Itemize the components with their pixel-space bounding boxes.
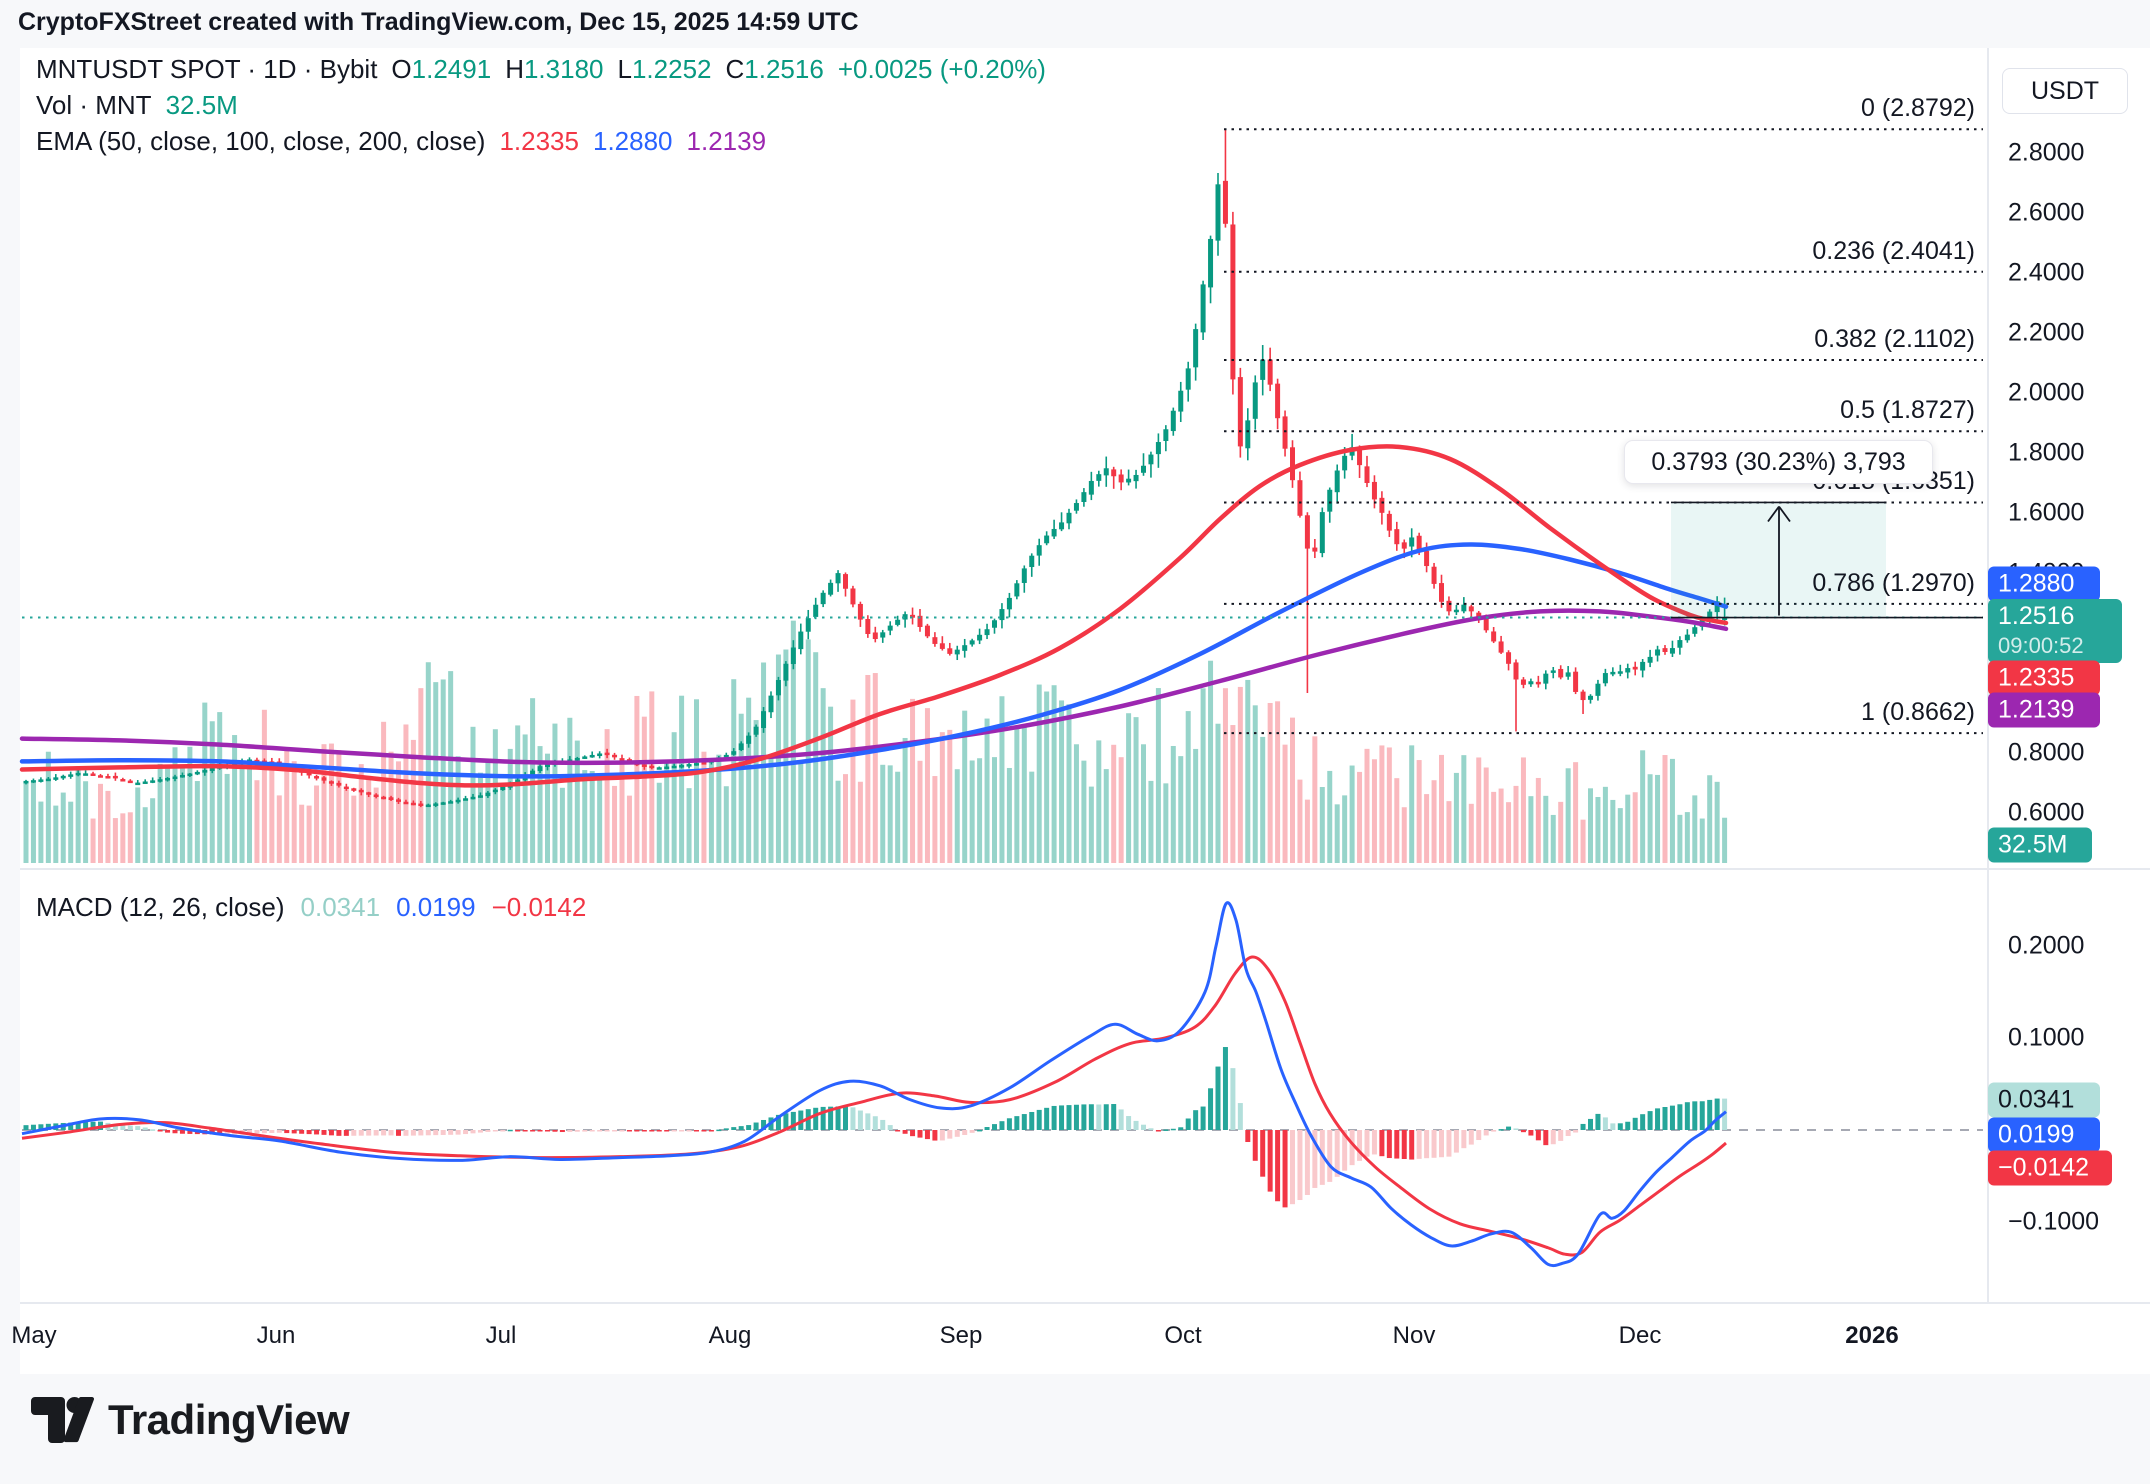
time-axis-label-Oct: Oct <box>1164 1322 1202 1349</box>
legend-row-ema: EMA (50, close, 100, close, 200, close) … <box>36 128 1046 155</box>
fib-label-0.786: 0.786 (1.2970) <box>1812 568 1975 597</box>
legend-row-symbol: MNTUSDT SPOT · 1D · Bybit O1.2491 H1.318… <box>36 56 1046 83</box>
price-scale-label: 1.2516 09:00:52 <box>1988 599 2122 663</box>
volume-label: Vol · MNT <box>36 90 152 120</box>
fib-label-1: 1 (0.8662) <box>1861 698 1975 727</box>
legend-row-volume: Vol · MNT 32.5M <box>36 92 1046 119</box>
low-value: L1.2252 <box>617 54 712 84</box>
time-axis-label-2026: 2026 <box>1845 1322 1899 1349</box>
time-axis-label-Dec: Dec <box>1618 1322 1662 1349</box>
fib-extension-tooltip: 0.3793 (30.23%) 3,793 <box>1624 440 1933 484</box>
time-axis-label-May: May <box>11 1322 57 1349</box>
axis-tick: 0.1000 <box>2008 1023 2085 1052</box>
axis-tick: 0.2000 <box>2008 931 2085 960</box>
macd-hist-value: 0.0341 <box>300 892 381 922</box>
volume-value: 32.5M <box>165 90 238 120</box>
tradingview-logo-icon <box>31 1397 94 1443</box>
high-value: H1.3180 <box>505 54 604 84</box>
axis-tick: 2.2000 <box>2008 318 2085 347</box>
time-axis[interactable] <box>20 1302 2150 1374</box>
time-axis-label-Jun: Jun <box>256 1322 296 1349</box>
price-scale-label: 0.0199 <box>1988 1117 2100 1153</box>
axis-tick: 2.6000 <box>2008 198 2085 227</box>
page-title: CryptoFXStreet created with TradingView.… <box>18 8 859 36</box>
time-axis-label-Nov: Nov <box>1392 1322 1436 1349</box>
price-scale-label: 1.2880 <box>1988 566 2100 602</box>
close-value: C1.2516 <box>725 54 824 84</box>
macd-label: MACD (12, 26, close) <box>36 892 285 922</box>
fib-label-0.236: 0.236 (2.4041) <box>1812 236 1975 265</box>
macd-line-value: 0.0199 <box>396 892 476 922</box>
tradingview-watermark: TradingView <box>30 1396 350 1444</box>
price-scale-label: −0.0142 <box>1988 1150 2112 1186</box>
price-scale-label: 1.2139 <box>1988 692 2100 728</box>
fib-label-0: 0 (2.8792) <box>1861 94 1975 123</box>
macd-legend: MACD (12, 26, close) 0.0341 0.0199 −0.01… <box>36 892 586 923</box>
time-axis-label-Sep: Sep <box>939 1322 983 1349</box>
ema100-value: 1.2880 <box>592 126 673 156</box>
price-scale-label: 0.0341 <box>1988 1082 2100 1118</box>
macd-signal-value: −0.0142 <box>491 892 587 922</box>
price-scale-label: 32.5M <box>1988 827 2092 863</box>
axis-tick: 1.8000 <box>2008 438 2085 467</box>
fib-label-0.5: 0.5 (1.8727) <box>1840 396 1975 425</box>
symbol-legend: MNTUSDT SPOT · 1D · Bybit O1.2491 H1.318… <box>36 56 1046 164</box>
open-value: O1.2491 <box>391 54 492 84</box>
time-axis-label-Jul: Jul <box>485 1322 517 1349</box>
axis-tick: 1.6000 <box>2008 498 2085 527</box>
symbol-title: MNTUSDT SPOT · 1D · Bybit <box>36 54 378 84</box>
axis-tick: −0.1000 <box>2008 1207 2100 1236</box>
axis-tick: 2.8000 <box>2008 138 2085 167</box>
axis-tick: 2.0000 <box>2008 378 2085 407</box>
ema-label: EMA (50, close, 100, close, 200, close) <box>36 126 486 156</box>
axis-tick: 2.4000 <box>2008 258 2085 287</box>
axis-tick: 0.6000 <box>2008 798 2085 827</box>
ema200-value: 1.2139 <box>686 126 767 156</box>
price-label-time: 09:00:52 <box>1998 633 2084 658</box>
change-value: +0.0025 (+0.20%) <box>837 54 1046 84</box>
tradingview-brand-text: TradingView <box>108 1396 350 1443</box>
currency-toggle-button[interactable]: USDT <box>2002 68 2128 114</box>
ema50-value: 1.2335 <box>499 126 579 156</box>
price-scale-label: 1.2335 <box>1988 660 2100 696</box>
time-axis-label-Aug: Aug <box>708 1322 752 1349</box>
pane-separator-price-macd <box>20 868 2150 870</box>
fib-label-0.382: 0.382 (2.1102) <box>1814 324 1975 353</box>
axis-tick: 0.8000 <box>2008 738 2085 767</box>
